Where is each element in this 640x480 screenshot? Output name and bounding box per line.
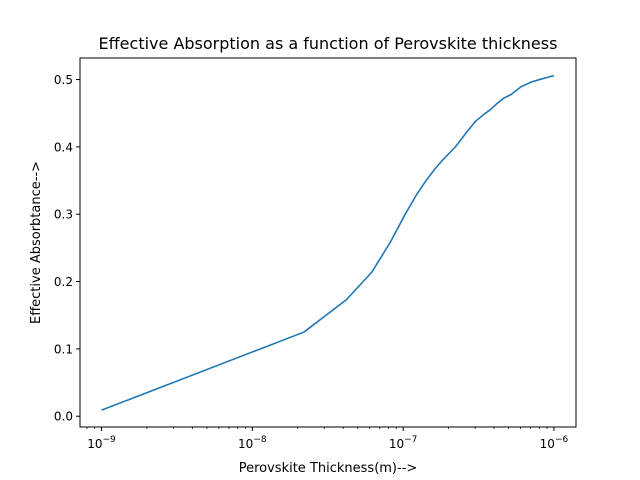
x-tick-label: 10−7 [389,435,418,451]
plot-area [101,74,555,411]
series-line [101,74,555,411]
y-tick-label: 0.4 [54,140,73,154]
chart-title: Effective Absorption as a function of Pe… [99,34,558,53]
axis-ticks: 0.0 0.1 0.2 0.3 0.4 0.5 10−9 10−8 10−7 10−6 [54,73,569,451]
y-tick-label: 0.0 [54,410,73,424]
x-tick-label: 10−9 [87,435,116,451]
y-axis-label: Effective Absorbtance--> [29,161,44,324]
plot-frame [79,57,577,428]
y-tick-label: 0.2 [54,275,73,289]
x-tick-label: 10−8 [238,435,267,451]
y-tick-label: 0.5 [54,73,73,87]
x-tick-label: 10−6 [540,435,569,451]
y-tick-label: 0.1 [54,342,73,356]
x-axis-label: Perovskite Thickness(m)--> [239,461,418,476]
y-tick-label: 0.3 [54,208,73,222]
